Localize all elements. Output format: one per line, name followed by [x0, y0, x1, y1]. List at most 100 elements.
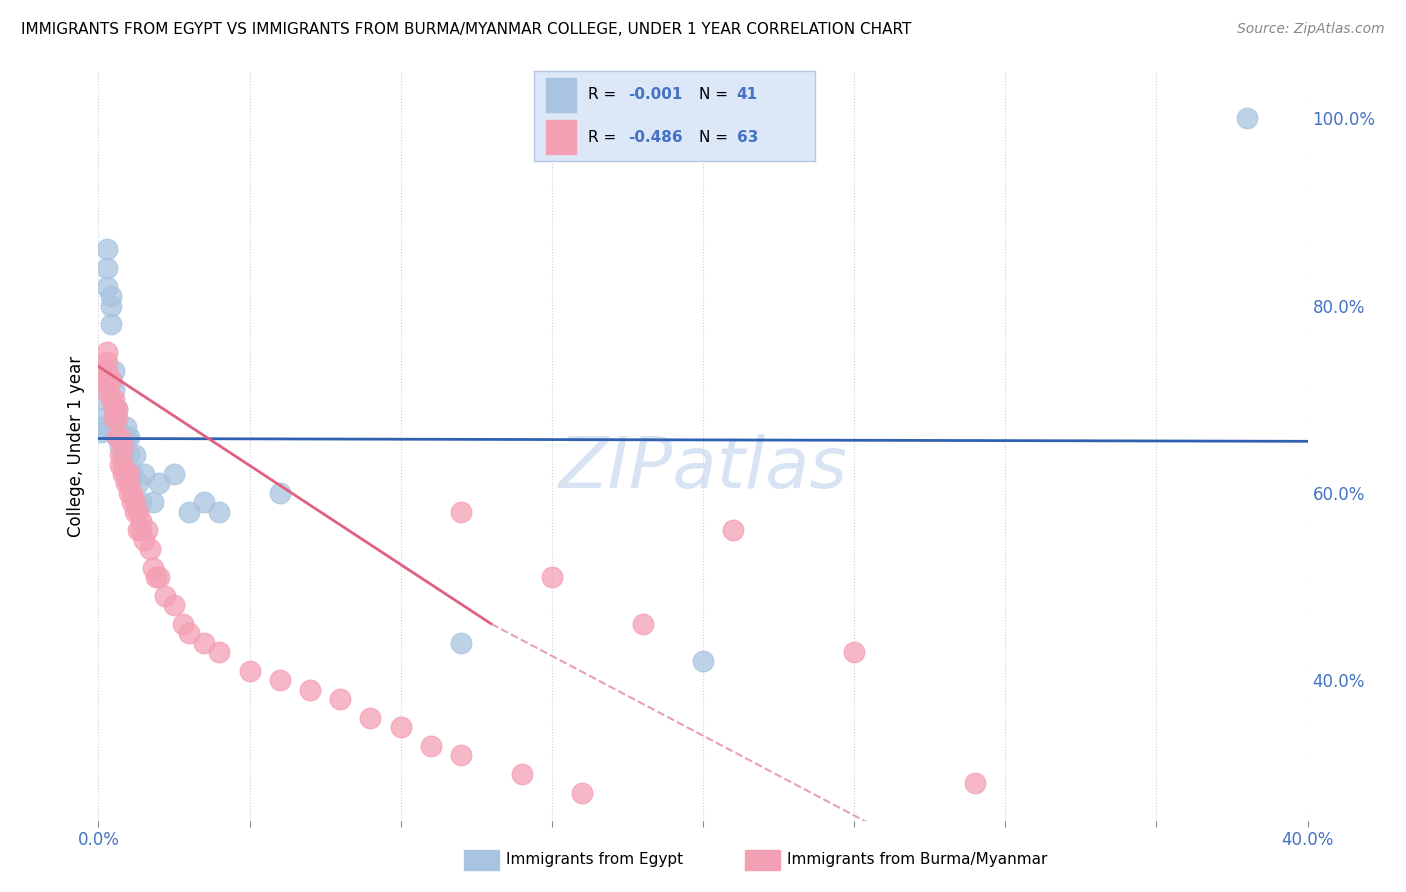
FancyBboxPatch shape — [546, 78, 576, 112]
Point — [269, 673, 291, 688]
Point — [108, 458, 131, 472]
Point — [108, 430, 131, 444]
Point — [100, 374, 122, 388]
Point — [420, 739, 443, 753]
Point — [631, 617, 654, 632]
Point — [93, 383, 115, 397]
Point — [329, 692, 352, 706]
Point — [96, 280, 118, 294]
Text: N =: N = — [699, 87, 733, 102]
Point — [108, 430, 131, 444]
Point — [111, 458, 134, 472]
Point — [111, 439, 134, 453]
Point — [723, 523, 745, 537]
Point — [145, 570, 167, 584]
Point — [96, 345, 118, 359]
Point — [118, 476, 141, 491]
Text: Source: ZipAtlas.com: Source: ZipAtlas.com — [1237, 22, 1385, 37]
Point — [105, 430, 128, 444]
Point — [100, 298, 122, 313]
Point — [100, 317, 122, 331]
Point — [127, 505, 149, 519]
Point — [129, 523, 152, 537]
Point — [127, 476, 149, 491]
Point — [129, 495, 152, 509]
Point — [90, 374, 112, 388]
Point — [179, 505, 201, 519]
Point — [103, 364, 125, 378]
Point — [93, 364, 115, 378]
Point — [121, 486, 143, 500]
Point — [132, 467, 155, 482]
Point — [193, 635, 215, 649]
Point — [105, 420, 128, 434]
Point — [111, 439, 134, 453]
Point — [96, 261, 118, 276]
Point — [389, 720, 412, 734]
Point — [103, 383, 125, 397]
Point — [965, 776, 987, 790]
Point — [118, 467, 141, 482]
Point — [90, 420, 112, 434]
Text: 41: 41 — [737, 87, 758, 102]
Point — [172, 617, 194, 632]
Text: ZIPatlas: ZIPatlas — [558, 434, 848, 503]
Text: -0.001: -0.001 — [628, 87, 683, 102]
Point — [105, 410, 128, 425]
Point — [148, 570, 170, 584]
FancyBboxPatch shape — [546, 120, 576, 154]
Point — [208, 645, 231, 659]
Point — [208, 505, 231, 519]
Text: 63: 63 — [737, 130, 758, 145]
Point — [121, 495, 143, 509]
Point — [105, 401, 128, 416]
Point — [139, 541, 162, 557]
Point — [121, 467, 143, 482]
Point — [100, 392, 122, 407]
Point — [118, 430, 141, 444]
Point — [142, 495, 165, 509]
Point — [269, 486, 291, 500]
Point — [450, 747, 472, 762]
Point — [114, 420, 136, 434]
Point — [100, 374, 122, 388]
Point — [129, 514, 152, 528]
Point — [111, 467, 134, 482]
Point — [118, 449, 141, 463]
Point — [153, 589, 176, 603]
Point — [93, 374, 115, 388]
Point — [100, 289, 122, 303]
Point — [179, 626, 201, 640]
Point — [450, 505, 472, 519]
Point — [163, 467, 186, 482]
Text: Immigrants from Burma/Myanmar: Immigrants from Burma/Myanmar — [787, 853, 1047, 867]
Point — [239, 664, 262, 678]
Point — [299, 682, 322, 697]
Text: -0.486: -0.486 — [628, 130, 683, 145]
Point — [103, 401, 125, 416]
Point — [127, 523, 149, 537]
Point — [540, 570, 562, 584]
Point — [193, 495, 215, 509]
Point — [148, 476, 170, 491]
Point — [108, 449, 131, 463]
Point — [105, 430, 128, 444]
Point — [124, 449, 146, 463]
Point — [163, 599, 186, 613]
Point — [132, 533, 155, 547]
Point — [118, 467, 141, 482]
Point — [103, 401, 125, 416]
Point — [124, 495, 146, 509]
Y-axis label: College, Under 1 year: College, Under 1 year — [66, 355, 84, 537]
Text: Immigrants from Egypt: Immigrants from Egypt — [506, 853, 683, 867]
Text: R =: R = — [588, 87, 621, 102]
Point — [450, 635, 472, 649]
Point — [692, 655, 714, 669]
Point — [118, 486, 141, 500]
Point — [108, 439, 131, 453]
Point — [510, 767, 533, 781]
Point — [90, 364, 112, 378]
Point — [1236, 112, 1258, 126]
Point — [360, 711, 382, 725]
Point — [571, 786, 593, 800]
